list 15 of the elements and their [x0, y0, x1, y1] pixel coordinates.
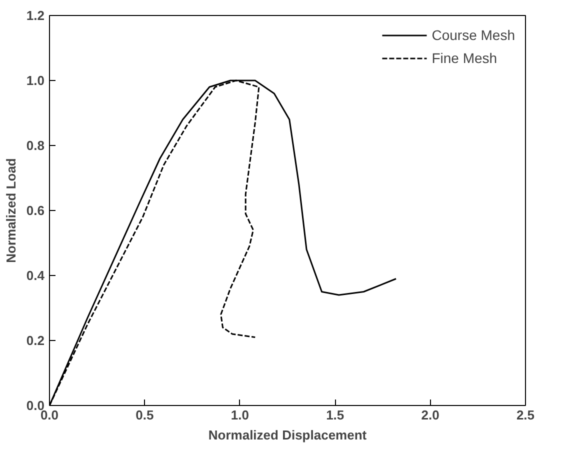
x-axis-title: Normalized Displacement	[208, 428, 368, 442]
legend-label: Course Mesh	[432, 27, 515, 43]
y-tick-label: 0.6	[26, 203, 45, 218]
y-tick-label: 0.2	[26, 333, 45, 348]
x-tick-label: 1.5	[326, 408, 344, 422]
x-tick-label: 2.5	[516, 408, 535, 422]
legend-label: Fine Mesh	[432, 50, 498, 66]
y-tick-label: 1.2	[26, 8, 45, 23]
x-tick-label: 2.0	[421, 408, 440, 422]
y-tick-label: 0.4	[26, 268, 46, 283]
y-axis-title: Normalized Load	[3, 158, 18, 263]
x-tick-label: 1.0	[230, 408, 249, 422]
y-tick-label: 1.0	[26, 73, 45, 88]
x-tick-label: 0.5	[136, 408, 154, 422]
y-tick-label: 0.8	[26, 138, 45, 153]
